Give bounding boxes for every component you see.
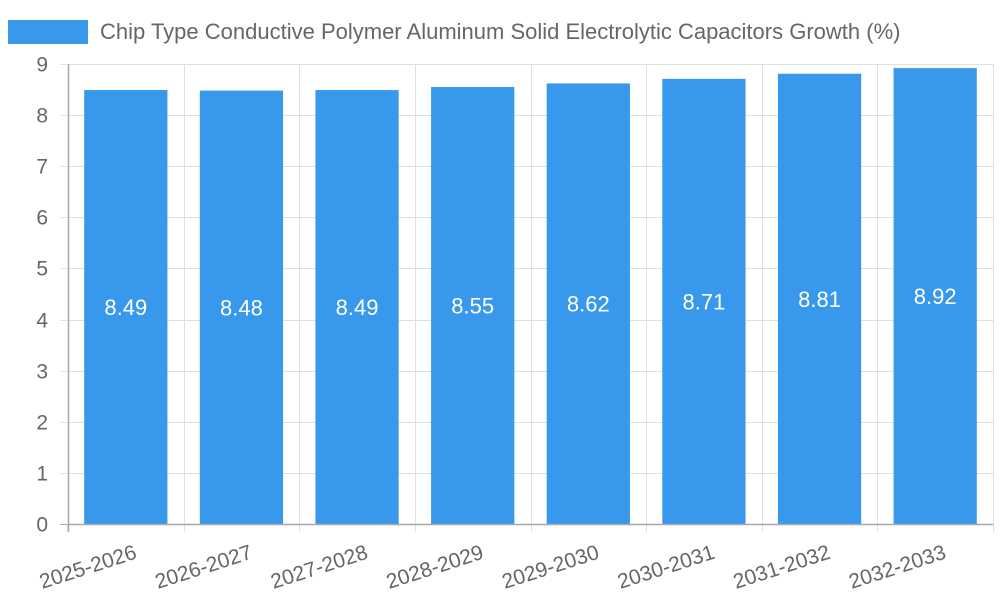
x-tick-label: 2026-2027 [152, 541, 255, 594]
bar-value-label: 8.92 [914, 284, 957, 309]
bar-value-label: 8.49 [104, 295, 147, 320]
legend-label: Chip Type Conductive Polymer Aluminum So… [100, 19, 901, 44]
data-labels: 8.49 8.48 8.49 8.55 8.62 8.71 8.81 8.92 [104, 284, 956, 320]
y-tick-label: 8 [36, 105, 48, 128]
y-tick-label: 6 [36, 207, 48, 230]
bar-value-label: 8.81 [798, 287, 841, 312]
x-tick-label: 2031-2032 [730, 541, 833, 594]
bar[interactable] [546, 83, 630, 524]
bar[interactable] [84, 90, 168, 525]
y-axis-ticks: 0 1 2 3 4 5 6 7 8 9 [36, 54, 68, 537]
x-tick-label: 2029-2030 [499, 541, 602, 594]
axes [67, 64, 993, 532]
x-tick-label: 2027-2028 [268, 541, 371, 594]
legend-swatch [8, 20, 88, 44]
bar[interactable] [662, 78, 746, 525]
bar-value-label: 8.49 [336, 295, 379, 320]
x-tick-label: 2032-2033 [846, 541, 949, 594]
x-axis-ticks: 2025-2026 2026-2027 2027-2028 2028-2029 2029… [37, 541, 949, 594]
bar[interactable] [199, 90, 284, 525]
chart-legend[interactable]: Chip Type Conductive Polymer Aluminum So… [8, 20, 900, 44]
bar-value-label: 8.71 [683, 289, 726, 314]
y-tick-label: 0 [36, 514, 48, 537]
bar[interactable] [893, 68, 977, 524]
x-tick-label: 2030-2031 [615, 541, 718, 594]
y-tick-label: 1 [36, 463, 48, 486]
x-tick-label: 2028-2029 [384, 541, 487, 594]
y-tick-label: 7 [36, 156, 48, 179]
bar[interactable] [431, 87, 515, 524]
y-tick-label: 2 [36, 412, 48, 435]
y-tick-label: 5 [36, 258, 48, 281]
bar-value-label: 8.48 [220, 295, 263, 320]
y-tick-label: 3 [36, 361, 48, 384]
y-tick-label: 4 [36, 310, 48, 333]
x-tick-label: 2025-2026 [37, 541, 140, 594]
bar-value-label: 8.62 [567, 292, 610, 317]
y-tick-label: 9 [36, 54, 48, 77]
bar-value-label: 8.55 [451, 294, 494, 319]
bars [84, 68, 977, 525]
bar[interactable] [315, 90, 399, 525]
bar[interactable] [777, 73, 862, 524]
